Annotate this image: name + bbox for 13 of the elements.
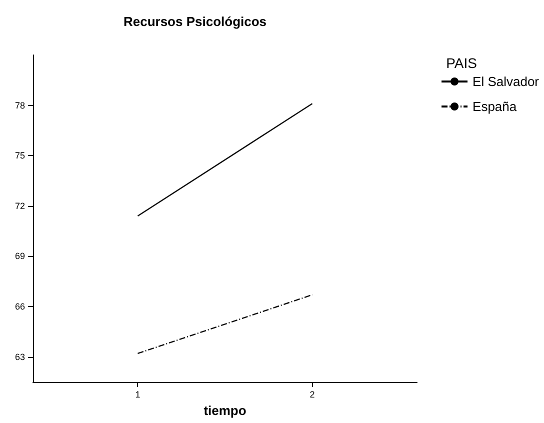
y-tick-label: 63: [14, 352, 25, 362]
legend-label: España: [472, 99, 518, 114]
x-axis-title: tiempo: [204, 403, 246, 418]
y-tick-label: 72: [14, 200, 25, 211]
y-tick-label: 78: [14, 100, 25, 110]
x-tick-label: 2: [310, 390, 315, 400]
y-tick-label: 69: [14, 251, 25, 262]
x-tick-label: 1: [135, 390, 140, 400]
chart-title: Recursos Psicológicos: [123, 14, 267, 29]
y-tick-label: 75: [14, 150, 25, 161]
y-tick-label: 66: [14, 302, 25, 312]
legend-title: PAIS: [446, 55, 478, 71]
legend-label: El Salvador: [472, 74, 540, 89]
